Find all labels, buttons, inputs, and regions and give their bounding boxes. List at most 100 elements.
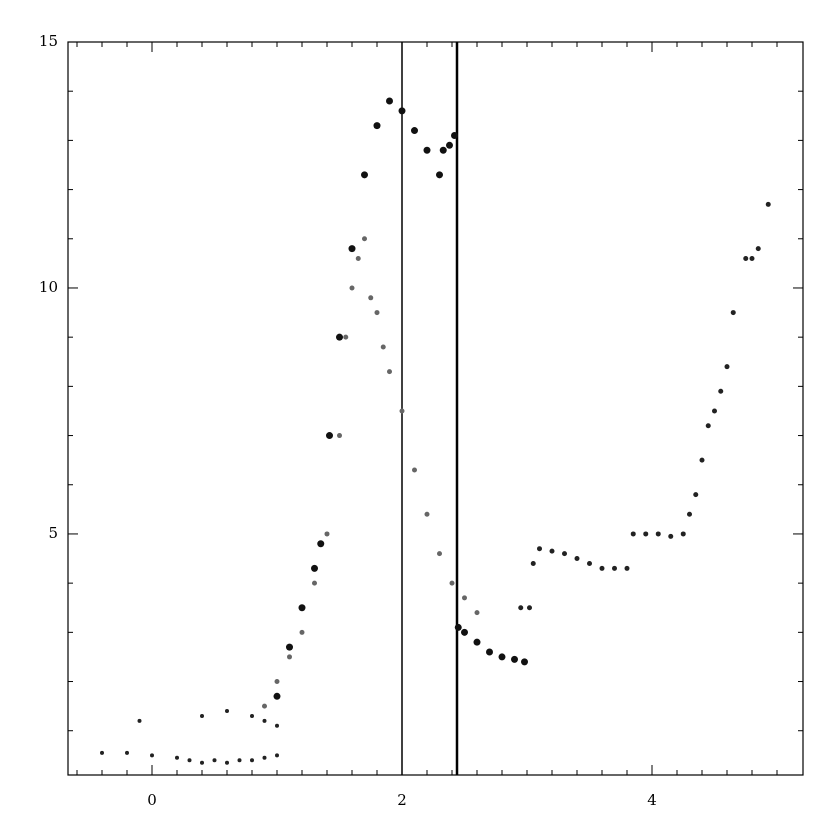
point <box>562 551 567 557</box>
point <box>643 531 649 537</box>
point <box>348 245 356 253</box>
point <box>386 97 393 105</box>
point <box>436 171 443 179</box>
point <box>599 565 605 571</box>
y-tick-label: 15 <box>39 32 58 50</box>
point <box>474 610 480 616</box>
point <box>200 713 204 718</box>
point <box>311 564 318 572</box>
point <box>250 713 254 718</box>
point <box>755 246 761 252</box>
point <box>765 201 771 207</box>
point <box>287 654 292 660</box>
point <box>299 629 305 635</box>
point <box>449 580 455 586</box>
point <box>273 692 281 700</box>
point <box>454 623 462 631</box>
point <box>125 750 129 755</box>
point <box>298 604 306 612</box>
point <box>361 171 368 179</box>
point <box>250 758 254 763</box>
point <box>175 755 179 760</box>
point <box>326 432 333 440</box>
point <box>718 388 724 394</box>
point <box>237 758 242 763</box>
point <box>262 755 267 760</box>
point <box>362 236 367 242</box>
point <box>317 540 325 548</box>
point <box>537 546 542 552</box>
point <box>521 658 528 666</box>
point <box>380 344 386 350</box>
y-tick-label: 5 <box>48 524 58 542</box>
plot-frame <box>67 41 804 776</box>
point <box>275 723 279 728</box>
point <box>412 467 417 473</box>
point <box>411 127 418 135</box>
point <box>187 758 192 763</box>
point <box>549 548 555 554</box>
point <box>274 679 280 685</box>
point <box>387 369 392 375</box>
point <box>680 531 686 537</box>
point <box>337 433 342 439</box>
point <box>343 334 349 340</box>
point <box>200 760 204 765</box>
point <box>100 750 104 755</box>
point <box>624 565 630 571</box>
point <box>699 457 705 463</box>
point <box>446 141 453 149</box>
point <box>668 533 674 539</box>
point <box>749 255 755 261</box>
point <box>349 285 355 291</box>
point <box>262 718 267 723</box>
point <box>473 638 481 646</box>
point <box>587 560 592 566</box>
point <box>374 310 380 316</box>
point <box>630 531 636 537</box>
point <box>730 310 736 316</box>
point <box>574 556 580 562</box>
point <box>486 648 493 656</box>
x-tick-label: 2 <box>397 791 407 809</box>
point <box>423 146 431 154</box>
point <box>511 655 518 663</box>
point <box>518 605 524 611</box>
x-tick-label: 0 <box>147 791 157 809</box>
point <box>336 333 343 341</box>
point <box>498 653 506 661</box>
point <box>439 146 447 154</box>
point <box>705 423 711 429</box>
point <box>324 531 330 537</box>
y-tick-label: 10 <box>39 278 58 296</box>
point <box>286 643 293 651</box>
point <box>461 628 468 636</box>
point <box>312 580 317 586</box>
point <box>693 492 699 498</box>
point <box>724 364 730 370</box>
point <box>462 595 467 601</box>
point <box>355 255 361 261</box>
point <box>373 122 381 130</box>
point <box>150 753 154 758</box>
point <box>368 295 374 301</box>
point <box>225 760 229 765</box>
point <box>262 703 267 709</box>
point <box>712 408 717 414</box>
point <box>687 511 692 517</box>
point <box>137 718 142 723</box>
point <box>451 131 458 139</box>
point <box>437 551 442 557</box>
point <box>399 408 405 414</box>
point <box>527 605 532 611</box>
point <box>655 531 661 537</box>
point <box>225 709 229 714</box>
point <box>530 560 536 566</box>
x-tick-label: 4 <box>647 791 657 809</box>
point <box>612 565 617 571</box>
point <box>212 758 217 763</box>
point <box>398 107 406 115</box>
point <box>743 255 749 261</box>
point <box>424 511 430 517</box>
